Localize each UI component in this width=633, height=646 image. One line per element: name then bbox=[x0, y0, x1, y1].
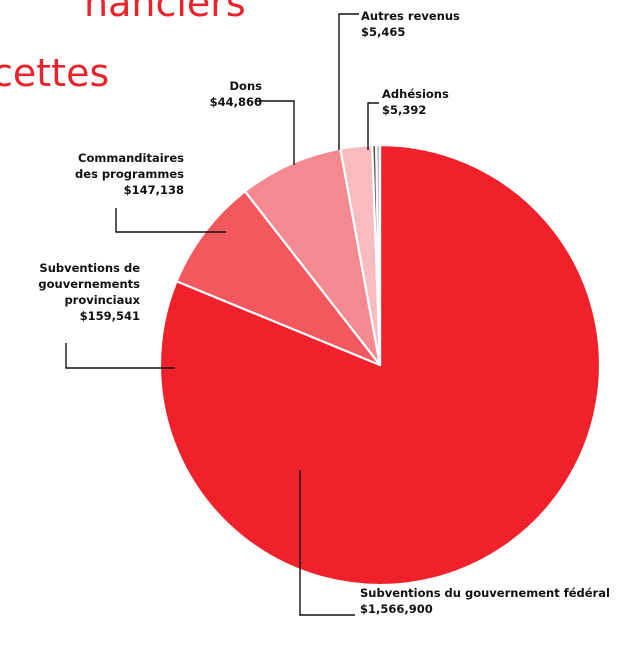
leader-line-0 bbox=[299, 470, 355, 616]
title-line-1: nanciers bbox=[84, 0, 246, 25]
slice-label-1: Subventions de bbox=[39, 261, 140, 275]
slice-value-3: $44,860 bbox=[210, 95, 262, 109]
slice-label-3: Dons bbox=[230, 79, 263, 93]
title-line-2: cettes bbox=[0, 51, 110, 95]
slice-value-2: $147,138 bbox=[124, 183, 184, 197]
leader-line-2 bbox=[115, 208, 226, 233]
leader-line-1 bbox=[65, 343, 175, 369]
slice-label-1: provinciaux bbox=[64, 293, 140, 307]
leader-line-5 bbox=[367, 102, 379, 150]
pie-slice-5 bbox=[375, 143, 382, 367]
slice-value-5: $5,392 bbox=[382, 103, 426, 117]
slice-label-2: des programmes bbox=[75, 167, 184, 181]
slice-value-1: $159,541 bbox=[80, 309, 140, 323]
slice-label-0: Subventions du gouvernement fédéral bbox=[360, 586, 610, 600]
leader-line-4 bbox=[338, 13, 359, 150]
slice-label-5: Adhésions bbox=[382, 87, 449, 101]
leader-line-3 bbox=[255, 100, 295, 165]
slice-value-0: $1,566,900 bbox=[360, 602, 433, 616]
slice-label-1: gouvernements bbox=[38, 277, 140, 291]
slice-label-4: Autres revenus bbox=[361, 9, 460, 23]
slice-value-4: $5,465 bbox=[361, 25, 405, 39]
slice-label-2: Commanditaires bbox=[78, 151, 184, 165]
